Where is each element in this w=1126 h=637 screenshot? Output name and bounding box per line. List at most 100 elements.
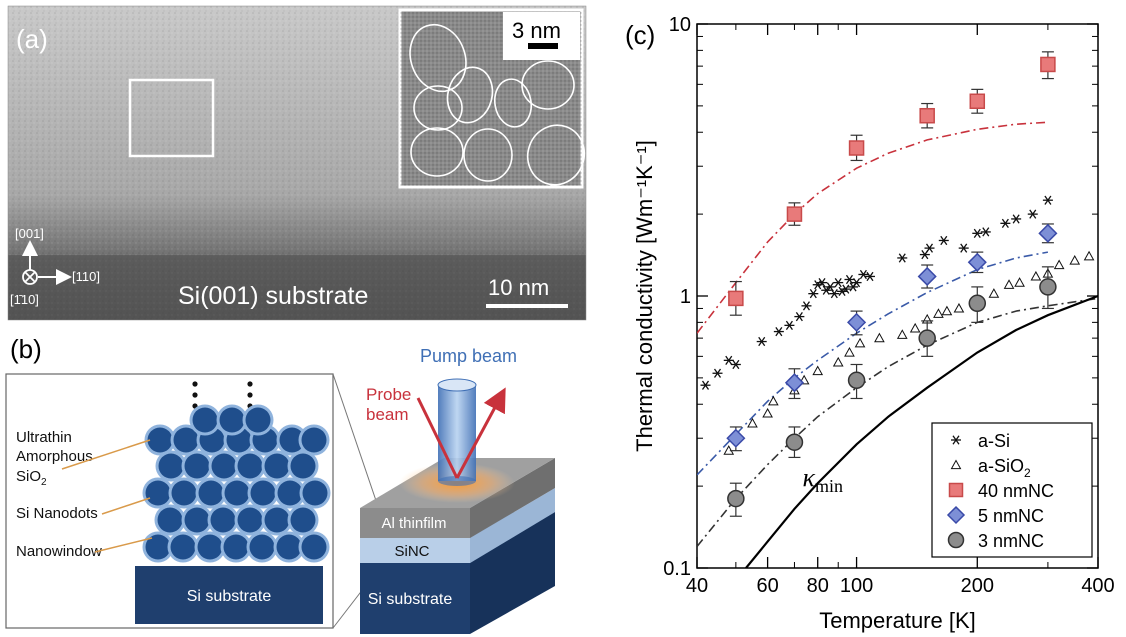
y-tick-label: 1 [680, 286, 691, 308]
data-point-triangle [1069, 255, 1081, 265]
data-point-triangle [896, 329, 908, 339]
data-point-triangle [1014, 277, 1025, 287]
data-point-triangle [953, 302, 965, 313]
axis-110-label: [110] [72, 269, 100, 284]
data-point-diamond [847, 312, 867, 332]
data-point-triangle [909, 322, 921, 333]
nanodot [219, 407, 245, 433]
data-point-square [1040, 56, 1056, 73]
legend-entry: a-Si [978, 431, 1010, 451]
amorphous-label: Amorphous [16, 448, 93, 465]
data-point-square [969, 93, 986, 109]
y-axis-label: Thermal conductivity [Wm⁻¹K⁻¹] [632, 140, 657, 452]
data-point-star [951, 435, 961, 445]
fit-curve [697, 297, 1098, 548]
main-scale-label: 10 nm [488, 275, 549, 300]
nanodot [147, 427, 173, 453]
data-point-diamond [1038, 223, 1058, 243]
data-point-star [924, 243, 935, 253]
data-point-star [794, 311, 805, 322]
kmin-curve [745, 294, 1098, 568]
nanodot [170, 534, 196, 560]
data-point-square [948, 482, 964, 498]
data-point-star [829, 289, 840, 299]
data-point-square [919, 107, 935, 124]
data-point-star [833, 277, 844, 288]
nanodot [145, 480, 171, 506]
thermal-conductivity-chart: 0.1 1 10 40 60 80 100 200 400 Temperature [K] Ther… [632, 14, 1115, 633]
main-scale-bar [486, 304, 568, 308]
data-point-star [712, 368, 723, 378]
data-point-star [1011, 214, 1022, 224]
data-point-star [840, 284, 851, 294]
ultrathin-label: Ultrathin [16, 429, 72, 446]
panel-label-c: (c) [625, 20, 655, 50]
substrate-label: Si(001) substrate [178, 282, 368, 310]
x-tick-label: 80 [807, 575, 829, 597]
data-point-triangle [812, 365, 824, 376]
data-point-triangle [832, 356, 844, 367]
sinc-layer-front [360, 538, 470, 563]
data-point-star [1000, 218, 1011, 228]
data-point-circle [727, 489, 745, 508]
selection-box [128, 78, 215, 158]
data-point-star [848, 282, 859, 292]
inset-scale-label: 3 nm [512, 18, 561, 43]
data-point-star [972, 228, 983, 238]
data-point-star [773, 326, 784, 337]
nanodot [290, 453, 316, 479]
data-point-circle [847, 371, 866, 390]
sinc-label: SiNC [394, 543, 429, 560]
si-substrate-label-right: Si substrate [368, 591, 453, 608]
data-point-circle [785, 433, 804, 451]
si-substrate-block-left [135, 566, 323, 624]
data-point-star [938, 235, 949, 246]
data-point-star [844, 274, 855, 285]
nanodot [173, 427, 199, 453]
data-point-star [808, 289, 819, 299]
nanodot [184, 507, 210, 533]
data-point-diamond [946, 505, 966, 525]
pump-beam-label: Pump beam [420, 346, 517, 366]
al-layer-front [360, 508, 470, 538]
nanodot [290, 507, 316, 533]
nanodot [301, 534, 327, 560]
nanodot [277, 480, 303, 506]
data-point-star [851, 277, 862, 288]
nanowindow-label: Nanowindow [16, 543, 102, 560]
panel-label-b: (b) [10, 334, 42, 364]
x-tick-label: 40 [686, 575, 708, 597]
data-point-diamond [967, 252, 987, 272]
data-point-triangle [1003, 279, 1015, 289]
legend-entry: a-SiO2 [978, 456, 1031, 480]
data-point-square [786, 206, 803, 222]
data-point-triangle [950, 459, 962, 470]
x-tick-label: 400 [1081, 575, 1114, 597]
data-point-triangle [767, 395, 779, 406]
data-point-triangle [844, 346, 855, 357]
data-point-star [958, 243, 969, 253]
data-point-star [897, 253, 908, 263]
data-point-star [864, 271, 875, 282]
legend-entry: 3 nmNC [978, 531, 1044, 551]
axis-001-label: [001] [15, 226, 44, 241]
data-point-circle [968, 294, 987, 313]
nanodot [223, 534, 249, 560]
data-point-triangle [1083, 250, 1095, 261]
y-tick-label: 10 [669, 14, 691, 36]
si-substrate-front [360, 563, 470, 634]
data-point-triangle [1053, 259, 1065, 270]
probe-beam [416, 387, 506, 479]
nanodot [249, 534, 275, 560]
data-point-diamond [726, 428, 746, 448]
nanodot [184, 453, 210, 479]
x-tick-label: 200 [961, 575, 994, 597]
nanodot [264, 453, 290, 479]
data-point-diamond [784, 373, 805, 393]
x-tick-label: 60 [756, 575, 778, 597]
nanodot [211, 453, 237, 479]
fit-curve [697, 121, 1048, 334]
nanodot [264, 507, 290, 533]
data-point-star [723, 355, 734, 365]
